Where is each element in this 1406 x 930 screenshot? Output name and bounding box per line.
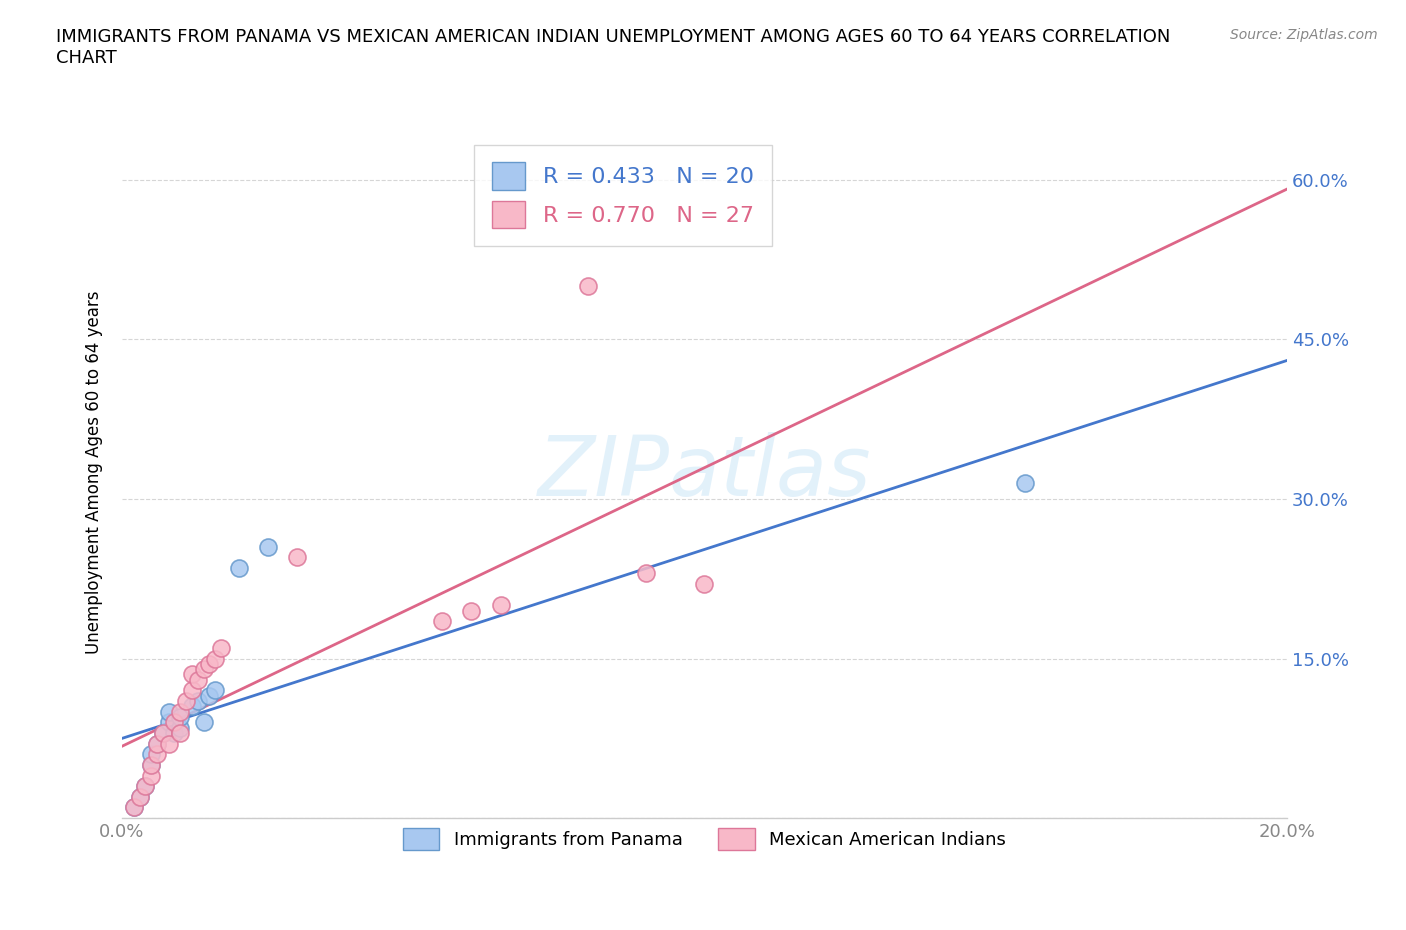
Point [193, 662, 215, 677]
Point [187, 672, 209, 687]
Text: Source: ZipAtlas.com: Source: ZipAtlas.com [1230, 28, 1378, 42]
Point [146, 737, 169, 751]
Point [174, 694, 197, 709]
Point [169, 704, 191, 719]
Point [122, 800, 145, 815]
Point [181, 667, 204, 682]
Point [163, 725, 186, 740]
Point [141, 757, 163, 772]
Text: ZIPatlas: ZIPatlas [537, 432, 872, 512]
Point [1014, 475, 1036, 490]
Point [576, 279, 599, 294]
Legend: Immigrants from Panama, Mexican American Indians: Immigrants from Panama, Mexican American… [395, 821, 1014, 857]
Point [169, 725, 191, 740]
Point [204, 683, 226, 698]
Point [187, 694, 209, 709]
Point [198, 657, 221, 671]
Point [198, 688, 221, 703]
Point [209, 641, 232, 656]
Point [141, 768, 163, 783]
Point [693, 577, 716, 591]
Point [128, 790, 150, 804]
Point [163, 715, 186, 730]
Point [146, 737, 169, 751]
Point [489, 598, 512, 613]
Point [181, 699, 204, 714]
Point [228, 561, 250, 576]
Y-axis label: Unemployment Among Ages 60 to 64 years: Unemployment Among Ages 60 to 64 years [86, 290, 103, 654]
Point [285, 550, 308, 565]
Point [134, 778, 156, 793]
Point [157, 715, 180, 730]
Point [169, 710, 191, 724]
Point [460, 604, 482, 618]
Point [181, 683, 204, 698]
Point [193, 715, 215, 730]
Point [636, 566, 658, 581]
Point [152, 725, 174, 740]
Point [152, 725, 174, 740]
Point [141, 747, 163, 762]
Point [256, 539, 278, 554]
Point [128, 790, 150, 804]
Point [157, 737, 180, 751]
Point [157, 704, 180, 719]
Point [169, 720, 191, 735]
Point [122, 800, 145, 815]
Point [146, 747, 169, 762]
Text: IMMIGRANTS FROM PANAMA VS MEXICAN AMERICAN INDIAN UNEMPLOYMENT AMONG AGES 60 TO : IMMIGRANTS FROM PANAMA VS MEXICAN AMERIC… [56, 28, 1171, 67]
Point [141, 757, 163, 772]
Point [134, 778, 156, 793]
Point [432, 614, 454, 629]
Point [204, 651, 226, 666]
